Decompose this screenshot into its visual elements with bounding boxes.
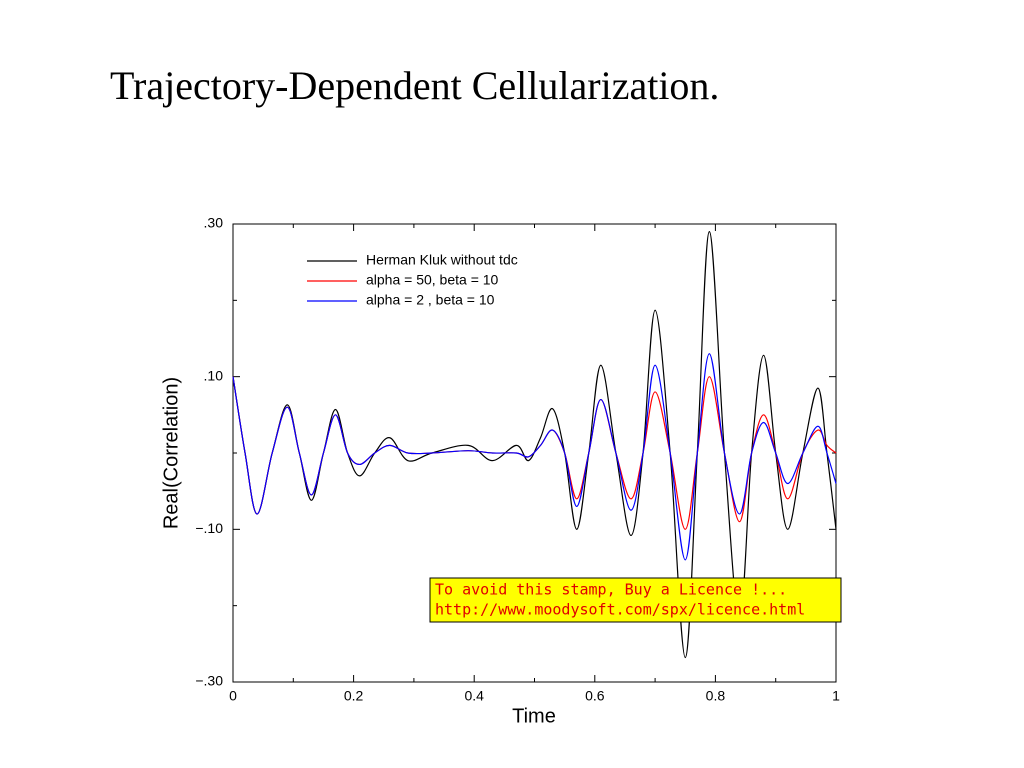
series-line	[232, 353, 837, 561]
x-tick-label: 0.8	[706, 688, 726, 704]
x-axis-label: Time	[512, 705, 556, 727]
x-tick-label: 0.4	[464, 688, 484, 704]
x-tick-label: 0	[229, 688, 237, 704]
stamp-text: http://www.moodysoft.com/spx/licence.htm…	[435, 601, 805, 619]
y-tick-label: −.30	[195, 673, 223, 689]
x-tick-label: 0.2	[344, 688, 364, 704]
y-tick-label: .30	[204, 215, 224, 231]
stamp-box	[429, 577, 842, 623]
legend-label: alpha = 2 , beta = 10	[366, 292, 495, 308]
legend-label: Herman Kluk without tdc	[366, 252, 518, 268]
stamp-text: To avoid this stamp, Buy a Licence !...	[435, 581, 787, 599]
legend-label: alpha = 50, beta = 10	[366, 272, 499, 288]
x-tick-label: 1	[832, 688, 840, 704]
slide-title: Trajectory-Dependent Cellularization.	[110, 63, 719, 108]
y-axis-label: Real(Correlation)	[160, 377, 182, 529]
y-tick-label: −.10	[195, 520, 223, 536]
x-tick-label: 0.6	[585, 688, 605, 704]
y-tick-label: .10	[204, 367, 224, 383]
